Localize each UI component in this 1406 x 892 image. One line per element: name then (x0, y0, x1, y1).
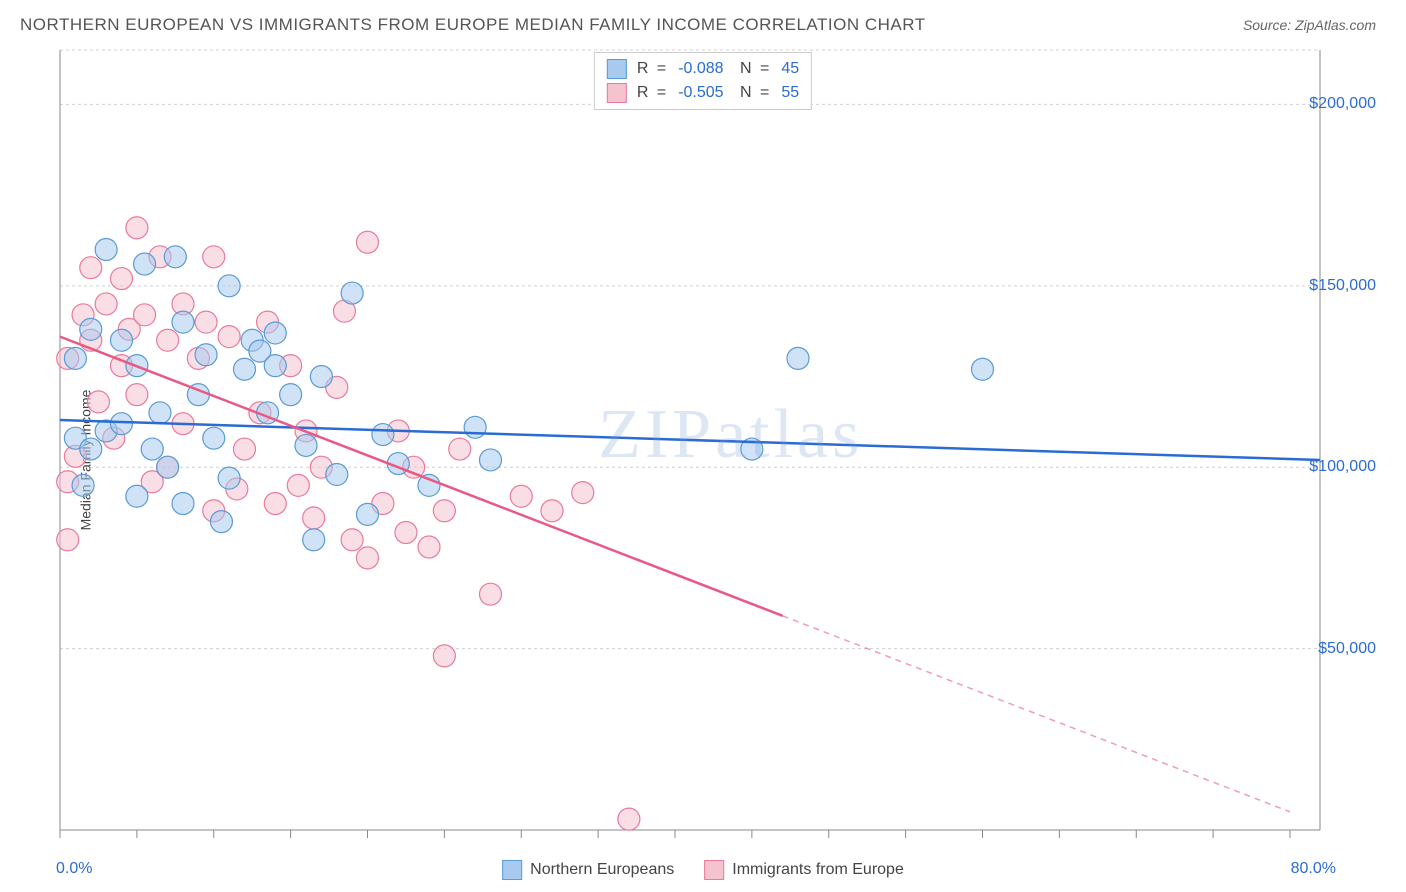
x-min-label: 0.0% (56, 860, 92, 878)
chart-title: NORTHERN EUROPEAN VS IMMIGRANTS FROM EUR… (20, 15, 926, 35)
legend-label-1: Immigrants from Europe (732, 861, 904, 879)
y-tick-label: $150,000 (1309, 277, 1376, 295)
stats-n-value-0: 45 (781, 60, 799, 78)
legend-label-0: Northern Europeans (530, 861, 674, 879)
legend-item-0: Northern Europeans (502, 860, 674, 880)
x-max-label: 80.0% (1291, 860, 1336, 878)
y-tick-label: $200,000 (1309, 95, 1376, 113)
stats-n-label-1: N = (734, 84, 772, 102)
legend-item-1: Immigrants from Europe (704, 860, 904, 880)
stats-r-label-1: R = (637, 84, 668, 102)
bottom-legend: Northern Europeans Immigrants from Europ… (502, 860, 904, 880)
stats-legend: R = -0.088 N = 45 R = -0.505 N = 55 (594, 52, 812, 110)
chart-header: NORTHERN EUROPEAN VS IMMIGRANTS FROM EUR… (10, 10, 1396, 40)
stats-row-1: R = -0.505 N = 55 (607, 81, 799, 105)
y-tick-label: $50,000 (1318, 640, 1376, 658)
swatch-series-0 (607, 59, 627, 79)
stats-n-label-0: N = (734, 60, 772, 78)
chart-source: Source: ZipAtlas.com (1243, 17, 1376, 33)
legend-swatch-0 (502, 860, 522, 880)
stats-r-value-0: -0.088 (678, 60, 723, 78)
stats-r-label-0: R = (637, 60, 668, 78)
stats-n-value-1: 55 (781, 84, 799, 102)
swatch-series-1 (607, 83, 627, 103)
legend-swatch-1 (704, 860, 724, 880)
chart-container: Median Family Income ZIPatlas R = -0.088… (10, 40, 1396, 880)
stats-r-value-1: -0.505 (678, 84, 723, 102)
y-tick-label: $100,000 (1309, 458, 1376, 476)
stats-row-0: R = -0.088 N = 45 (607, 57, 799, 81)
chart-svg (10, 40, 1396, 880)
